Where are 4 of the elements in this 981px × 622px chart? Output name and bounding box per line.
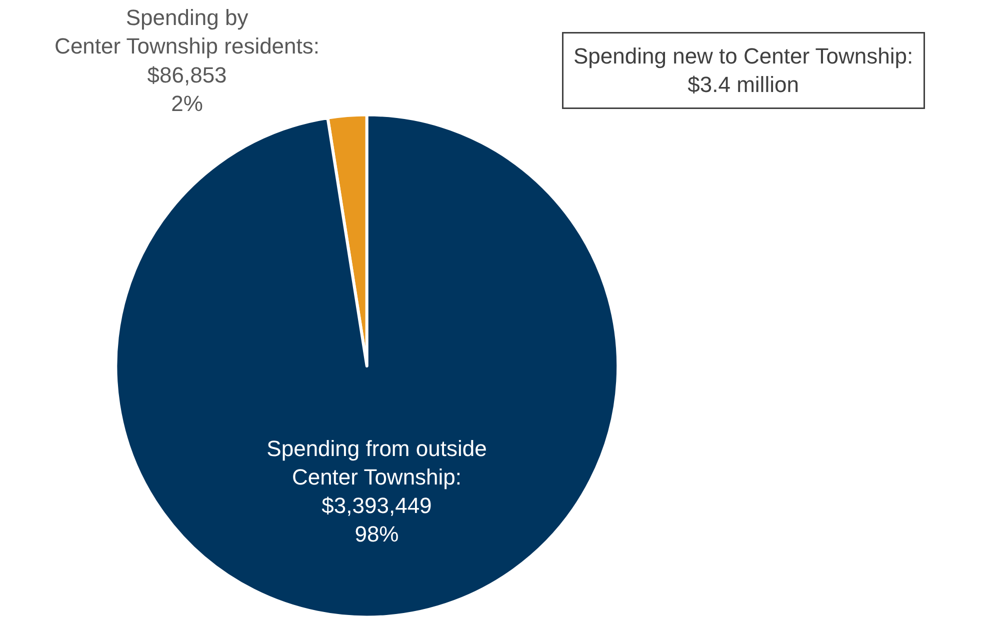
pie-slice [114, 113, 620, 618]
text: Spending new to Center Township: $3.4 million [574, 44, 914, 98]
slice-label: Spending from outside Center Township: $3,393,449 98% [266, 436, 487, 547]
slice-label: Spending by Center Township residents: $86,853 2% [54, 5, 320, 116]
